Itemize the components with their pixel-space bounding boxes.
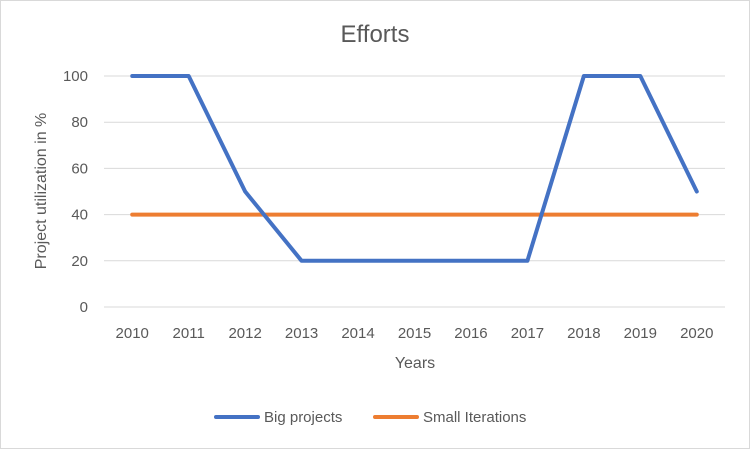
x-tick-label-2012: 2012 xyxy=(228,325,261,342)
y-tick-label-20: 20 xyxy=(71,253,88,270)
x-tick-label-2018: 2018 xyxy=(567,325,600,342)
gridlines xyxy=(104,75,725,308)
y-axis-ticks: 0 20 40 60 80 100 xyxy=(63,68,88,316)
series-line-big-projects xyxy=(130,74,699,263)
x-tick-label-2014: 2014 xyxy=(341,325,374,342)
y-tick-label-80: 80 xyxy=(71,114,88,131)
x-tick-label-2013: 2013 xyxy=(285,325,318,342)
series-lines xyxy=(130,74,699,263)
x-tick-label-2010: 2010 xyxy=(116,325,149,342)
legend: Big projects Small Iterations xyxy=(214,409,526,426)
x-axis-ticks: 2010 2011 2012 2013 2014 2015 2016 2017 2018 2019… xyxy=(116,325,714,342)
y-tick-label-0: 0 xyxy=(80,299,88,316)
x-tick-label-2016: 2016 xyxy=(454,325,487,342)
x-tick-label-2015: 2015 xyxy=(398,325,431,342)
x-tick-label-2017: 2017 xyxy=(511,325,544,342)
y-tick-label-60: 60 xyxy=(71,160,88,177)
legend-big-projects-label: Big projects xyxy=(264,409,342,426)
y-tick-label-40: 40 xyxy=(71,207,88,224)
x-tick-label-2019: 2019 xyxy=(624,325,657,342)
legend-small-iterations-label: Small Iterations xyxy=(423,409,526,426)
y-tick-label-100: 100 xyxy=(63,68,88,85)
x-tick-label-2011: 2011 xyxy=(173,325,205,342)
x-axis-title: Years xyxy=(395,355,435,372)
x-tick-label-2020: 2020 xyxy=(680,325,713,342)
chart-title: Efforts xyxy=(341,21,410,48)
y-axis-title: Project utilization in % xyxy=(33,113,50,270)
